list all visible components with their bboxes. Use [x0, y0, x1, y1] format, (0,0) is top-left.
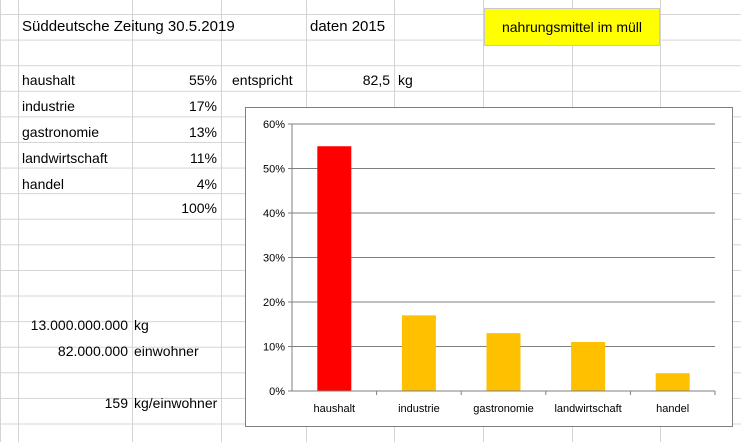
- bar-chart-canvas: 0% 10% 20% 30% 40% 50% 60% haushalt industrie gas…: [263, 119, 716, 415]
- row-pct-handel[interactable]: 4%: [196, 176, 217, 192]
- per-capita-value[interactable]: 159: [104, 395, 128, 411]
- y-tick-label: 0%: [269, 386, 285, 398]
- bar-landwirtschaft: [571, 342, 606, 391]
- topic-label: nahrungsmittel im müll: [501, 19, 643, 35]
- y-tick-label: 50%: [263, 164, 285, 176]
- equivalent-unit[interactable]: kg: [398, 72, 413, 88]
- x-tick-label: gastronomie: [473, 403, 534, 415]
- y-tick-label: 60%: [263, 119, 285, 131]
- row-pct-industrie[interactable]: 17%: [188, 98, 217, 114]
- row-label-handel[interactable]: handel: [22, 176, 65, 192]
- equivalent-label[interactable]: entspricht: [232, 72, 293, 88]
- column-divider: [221, 0, 222, 442]
- row-label-landwirtschaft[interactable]: landwirtschaft: [22, 150, 108, 166]
- inhabitants-value[interactable]: 82.000.000: [57, 343, 128, 359]
- bar-industrie: [401, 315, 436, 391]
- total-kg-unit[interactable]: kg: [134, 317, 149, 333]
- row-label-industrie[interactable]: industrie: [22, 98, 75, 114]
- y-tick-label: 40%: [263, 208, 285, 220]
- x-tick-label: landwirtschaft: [554, 403, 621, 415]
- row-pct-gastronomie[interactable]: 13%: [188, 124, 217, 140]
- y-tick-label: 10%: [263, 342, 285, 354]
- column-divider: [18, 0, 19, 442]
- bar-gastronomie: [486, 333, 521, 391]
- data-year-cell[interactable]: daten 2015: [310, 18, 386, 35]
- y-tick-label: 30%: [263, 253, 285, 265]
- equivalent-value[interactable]: 82,5: [362, 72, 390, 88]
- per-capita-unit[interactable]: kg/einwohner: [134, 395, 218, 411]
- topic-highlight-cell[interactable]: nahrungsmittel im müll: [484, 8, 660, 46]
- x-tick-label: handel: [656, 403, 689, 415]
- row-pct-haushalt[interactable]: 55%: [188, 72, 217, 88]
- total-pct[interactable]: 100%: [181, 200, 217, 216]
- x-tick-label: industrie: [398, 403, 440, 415]
- column-divider: [132, 0, 133, 442]
- row-label-gastronomie[interactable]: gastronomie: [22, 124, 100, 140]
- x-tick-label: haushalt: [314, 403, 356, 415]
- source-cell[interactable]: Süddeutsche Zeitung 30.5.2019: [22, 18, 235, 35]
- y-tick-label: 20%: [263, 297, 285, 309]
- bar-haushalt: [317, 146, 352, 391]
- bar-handel: [655, 373, 690, 391]
- row-label-haushalt[interactable]: haushalt: [22, 72, 75, 88]
- inhabitants-unit[interactable]: einwohner: [134, 343, 199, 359]
- bar-chart[interactable]: 0% 10% 20% 30% 40% 50% 60% haushalt industrie gas…: [245, 107, 733, 427]
- row-pct-landwirtschaft[interactable]: 11%: [190, 150, 217, 166]
- total-kg-value[interactable]: 13.000.000.000: [30, 317, 128, 333]
